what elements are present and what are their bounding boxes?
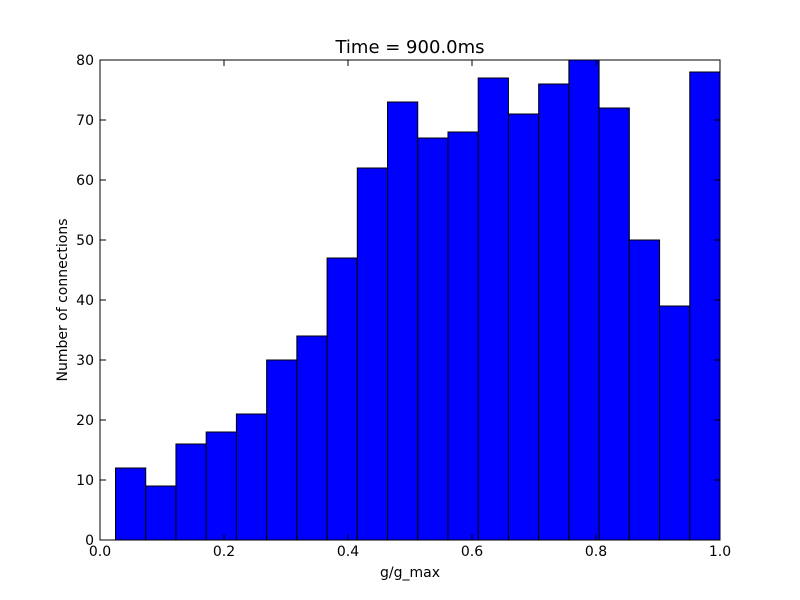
histogram-bar-3: [175, 443, 207, 541]
y-tick-label-0: 0: [85, 533, 94, 549]
ticks-group: 0.0 0.2 0.4 0.6 0.8 1.0 0 10 20 30 40 50 60 70 80: [76, 53, 731, 560]
y-tick-label-5: 50: [76, 233, 94, 249]
histogram-bar-1: [115, 467, 147, 541]
histogram-bar-20: [689, 71, 721, 541]
histogram-bar-6: [266, 359, 298, 541]
bars-group: [115, 59, 721, 541]
histogram-bar-2: [145, 485, 177, 541]
histogram-bar-11: [417, 137, 449, 541]
histogram-bar-17: [598, 107, 630, 541]
x-axis-label: g/g_max: [380, 565, 440, 581]
x-tick-label-3: 0.6: [461, 544, 483, 560]
x-tick-label-5: 1.0: [709, 544, 731, 560]
y-tick-label-7: 70: [76, 113, 94, 129]
histogram-bar-8: [326, 257, 358, 541]
y-tick-label-6: 60: [76, 173, 94, 189]
y-tick-label-4: 40: [76, 293, 94, 309]
chart-title: Time = 900.0ms: [334, 37, 484, 58]
x-tick-label-0: 0.0: [89, 544, 111, 560]
histogram-bar-10: [387, 101, 419, 541]
x-tick-label-1: 0.2: [213, 544, 235, 560]
x-tick-label-2: 0.4: [337, 544, 359, 560]
y-axis-label: Number of connections: [55, 218, 71, 381]
histogram-bar-19: [659, 305, 691, 541]
histogram-bar-13: [477, 77, 509, 541]
x-tick-label-4: 0.8: [585, 544, 607, 560]
histogram-bar-16: [568, 59, 600, 541]
y-tick-label-8: 80: [76, 53, 94, 69]
histogram-bar-12: [447, 131, 479, 541]
histogram-bar-7: [296, 335, 328, 541]
y-tick-label-2: 20: [76, 413, 94, 429]
histogram-bar-14: [507, 113, 540, 541]
histogram-bar-15: [538, 83, 570, 541]
y-tick-label-3: 30: [76, 353, 94, 369]
histogram-bar-9: [356, 167, 389, 541]
histogram-bar-5: [235, 413, 268, 541]
histogram-bar-4: [205, 431, 237, 541]
y-tick-label-1: 10: [76, 473, 94, 489]
histogram-bar-18: [628, 239, 661, 541]
